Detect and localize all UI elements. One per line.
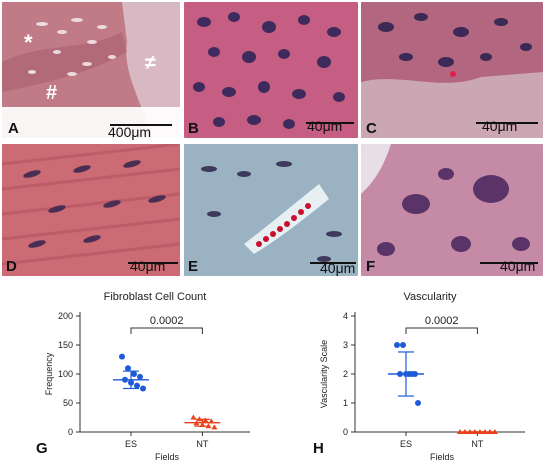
tissue-texture-e — [184, 144, 358, 276]
data-point-nt — [205, 423, 212, 429]
data-point-nt — [211, 424, 218, 430]
y-axis-label: Vascularity Scale — [319, 340, 329, 408]
scale-bar-b — [306, 122, 354, 124]
micrograph-panel-c — [361, 2, 543, 138]
panel-label-h: H — [313, 440, 324, 457]
data-point-es — [403, 371, 409, 377]
data-point-es — [409, 371, 415, 377]
scale-label-d: 40μm — [130, 258, 166, 274]
panel-label-e: E — [188, 258, 199, 275]
y-tick-label: 150 — [58, 340, 73, 350]
scale-bar-d — [128, 262, 178, 264]
region-mark-star: * — [24, 30, 33, 55]
y-tick-label: 4 — [343, 311, 348, 321]
data-point-nt — [481, 429, 488, 434]
micrograph-panel-f — [361, 144, 543, 276]
scale-label-e: 40μm — [320, 260, 356, 276]
x-tick-label: NT — [471, 439, 483, 449]
region-mark-hash: # — [46, 82, 58, 104]
data-point-nt — [208, 418, 215, 424]
x-tick-label: NT — [196, 439, 208, 449]
data-point-nt — [476, 429, 483, 434]
scale-label-b: 40μm — [307, 118, 343, 134]
tissue-texture-c — [361, 2, 543, 138]
x-axis-label: Fields — [155, 452, 180, 462]
data-point-es — [131, 371, 137, 377]
data-point-es — [137, 373, 143, 380]
y-tick-label: 2 — [343, 369, 348, 379]
scale-bar-a — [110, 124, 172, 126]
x-axis-label: Fields — [430, 452, 455, 462]
tissue-texture-f — [361, 144, 543, 276]
p-value-label: 0.0002 — [425, 315, 459, 327]
scale-bar-c — [476, 122, 538, 124]
significance-bracket — [405, 327, 478, 334]
scale-label-c: 40μm — [482, 118, 518, 134]
micrograph-panel-d — [2, 144, 180, 276]
data-point-es — [397, 371, 403, 377]
panel-label-b: B — [188, 120, 199, 137]
data-point-nt — [193, 420, 200, 426]
y-tick-label: 3 — [343, 340, 348, 350]
chart-title: Fibroblast Cell Count — [104, 291, 207, 303]
scale-bar-f — [480, 262, 538, 264]
scale-bar-e — [310, 262, 356, 264]
tissue-texture-a — [2, 2, 180, 138]
scale-label-f: 40μm — [500, 258, 536, 274]
tissue-texture-d — [2, 144, 180, 276]
data-point-es — [122, 376, 128, 383]
p-value-label: 0.0002 — [150, 315, 184, 327]
data-point-es — [140, 385, 146, 392]
panel-label-f: F — [366, 258, 376, 275]
chart-title: Vascularity — [404, 291, 457, 303]
y-axis-label: Frequency — [44, 352, 54, 395]
y-tick-label: 200 — [58, 311, 73, 321]
data-point-nt — [466, 429, 473, 434]
data-point-nt — [491, 429, 498, 434]
y-tick-label: 50 — [63, 398, 73, 408]
data-point-nt — [471, 429, 478, 434]
y-tick-label: 0 — [343, 427, 348, 437]
data-point-nt — [461, 429, 468, 434]
y-tick-label: 100 — [58, 369, 73, 379]
chart-vascularity: Vascularity 0 1 2 3 4 Vascularity Scale ES NT Fie… — [275, 284, 545, 468]
micrograph-panel-b — [184, 2, 358, 138]
data-point-nt — [202, 417, 209, 423]
y-tick-label: 0 — [68, 427, 73, 437]
y-tick-label: 1 — [343, 398, 348, 408]
panel-label-g: G — [36, 440, 48, 457]
data-point-es — [400, 342, 406, 348]
data-point-nt — [190, 414, 197, 420]
panel-label-c: C — [366, 120, 377, 137]
panel-label-d: D — [6, 258, 17, 275]
data-point-es — [128, 379, 134, 386]
micrograph-panel-e — [184, 144, 358, 276]
data-point-nt — [199, 422, 206, 428]
data-point-es — [415, 400, 421, 406]
chart-fibroblast-count: Fibroblast Cell Count 0 50 100 150 200 Frequen… — [0, 284, 270, 468]
data-point-nt — [196, 416, 203, 422]
x-tick-label: ES — [125, 439, 137, 449]
data-point-es — [134, 382, 140, 389]
data-point-nt — [486, 429, 493, 434]
panel-label-a: A — [8, 120, 19, 137]
significance-bracket — [130, 327, 203, 334]
scale-label-a: 400μm — [108, 124, 152, 140]
data-point-es — [125, 365, 131, 372]
tissue-texture-b — [184, 2, 358, 138]
x-tick-label: ES — [400, 439, 412, 449]
data-point-es — [394, 342, 400, 348]
micrograph-panel-a: * # ≠ — [2, 2, 180, 138]
data-point-nt — [456, 429, 463, 434]
data-point-es — [119, 353, 125, 360]
region-mark-not-equal: ≠ — [145, 52, 156, 74]
